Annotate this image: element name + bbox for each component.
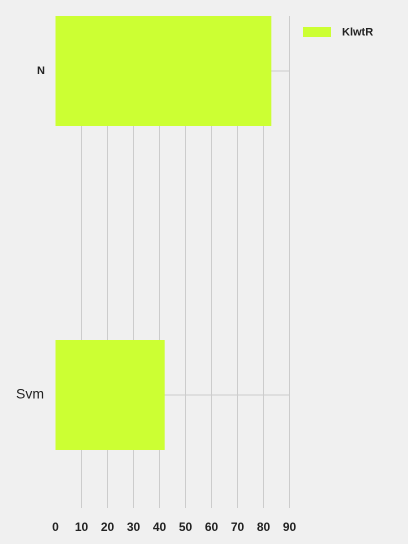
x-tick-label-20: 20 (101, 520, 115, 534)
x-tick-label-0: 0 (52, 520, 59, 534)
legend-swatch (303, 27, 331, 37)
bar-N (55, 16, 272, 126)
y-tick-label-N: N (37, 65, 45, 77)
x-tick-label-80: 80 (257, 520, 271, 534)
x-tick-label-10: 10 (75, 520, 89, 534)
x-tick-label-50: 50 (179, 520, 193, 534)
x-tick-label-90: 90 (283, 520, 297, 534)
x-tick-label-60: 60 (205, 520, 219, 534)
legend: KlwtR (303, 26, 373, 38)
legend-label: KlwtR (342, 26, 373, 38)
x-tick-label-40: 40 (153, 520, 167, 534)
x-tick-label-70: 70 (231, 520, 245, 534)
bar-layer (55, 16, 272, 450)
y-tick-label-Svm: Svm (16, 386, 44, 402)
x-tick-label-30: 30 (127, 520, 141, 534)
axis-layer: N Svm 0 10 20 30 40 50 60 70 80 90 (16, 65, 296, 534)
bar-Svm (55, 340, 165, 450)
